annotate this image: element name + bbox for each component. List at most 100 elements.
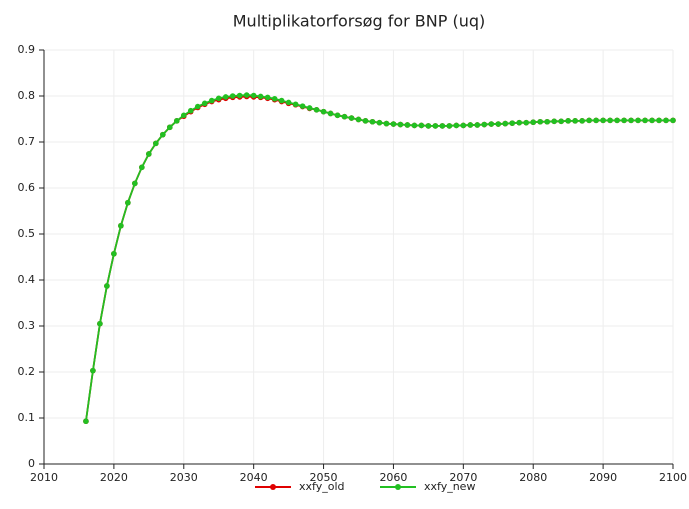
point xyxy=(446,123,453,129)
point xyxy=(628,117,634,124)
y-tick-label: 0.6 xyxy=(18,181,36,194)
point xyxy=(341,113,348,120)
point xyxy=(579,118,585,124)
point xyxy=(139,164,145,171)
legend-marker xyxy=(395,484,401,490)
point xyxy=(502,120,509,127)
series-line xyxy=(85,95,673,422)
point xyxy=(201,100,208,107)
point xyxy=(572,118,578,124)
y-tick-label: 0.7 xyxy=(18,135,36,148)
y-tick-label: 0.4 xyxy=(18,273,36,286)
point xyxy=(355,116,362,123)
point xyxy=(551,118,557,125)
y-tick-label: 0.3 xyxy=(18,319,36,332)
point xyxy=(481,121,488,128)
point xyxy=(432,123,439,129)
legend-marker xyxy=(270,484,276,490)
point xyxy=(369,118,376,125)
point xyxy=(516,119,523,126)
point xyxy=(153,140,159,147)
point xyxy=(271,95,278,102)
point xyxy=(111,250,117,257)
y-tick-label: 0.2 xyxy=(18,365,36,378)
legend-label: xxfy_old xyxy=(299,480,344,493)
point xyxy=(439,123,446,129)
point xyxy=(593,117,599,124)
point xyxy=(243,92,250,98)
point xyxy=(146,151,152,157)
point xyxy=(425,123,432,129)
point xyxy=(418,122,425,129)
point xyxy=(530,119,537,126)
point xyxy=(229,93,236,99)
x-tick-label: 2090 xyxy=(589,471,617,484)
point xyxy=(104,283,110,289)
point xyxy=(523,119,530,126)
y-tick-label: 0.1 xyxy=(18,411,36,424)
point xyxy=(334,112,341,119)
x-tick-label: 2040 xyxy=(240,471,268,484)
x-tick-label: 2050 xyxy=(310,471,338,484)
point xyxy=(208,97,215,104)
point xyxy=(125,199,131,206)
point xyxy=(544,118,550,125)
point xyxy=(586,117,592,124)
point xyxy=(215,95,222,102)
point xyxy=(537,118,544,125)
point xyxy=(397,121,404,128)
point xyxy=(495,121,502,127)
point xyxy=(411,122,418,129)
point xyxy=(649,117,655,124)
point xyxy=(474,122,481,128)
point xyxy=(278,97,285,104)
point xyxy=(250,92,257,99)
x-tick-label: 2080 xyxy=(519,471,547,484)
point xyxy=(132,180,138,187)
x-tick-label: 2020 xyxy=(100,471,128,484)
point xyxy=(642,117,648,124)
point xyxy=(565,118,571,124)
point xyxy=(453,122,460,129)
point xyxy=(180,112,187,119)
point xyxy=(292,101,299,108)
chart-title: Multiplikatorforsøg for BNP (uq) xyxy=(233,12,486,31)
point xyxy=(320,108,327,115)
point xyxy=(97,320,103,327)
point xyxy=(509,120,516,126)
x-tick-label: 2070 xyxy=(449,471,477,484)
point xyxy=(663,117,669,124)
point xyxy=(306,105,313,111)
point xyxy=(118,222,124,229)
point xyxy=(460,122,467,129)
point xyxy=(614,117,620,124)
point xyxy=(187,107,194,114)
point xyxy=(404,122,411,128)
point xyxy=(90,367,96,374)
point xyxy=(376,119,383,126)
point xyxy=(160,131,166,138)
x-tick-label: 2100 xyxy=(659,471,687,484)
point xyxy=(558,118,564,125)
point xyxy=(362,118,369,124)
point xyxy=(467,122,474,128)
point xyxy=(236,92,243,99)
point xyxy=(621,117,627,124)
point xyxy=(222,94,229,100)
y-tick-label: 0.9 xyxy=(18,43,36,56)
y-tick-label: 0 xyxy=(28,457,35,470)
y-tick-label: 0.5 xyxy=(18,227,36,240)
y-tick-label: 0.8 xyxy=(18,89,36,102)
point xyxy=(600,117,606,124)
point xyxy=(390,121,397,127)
x-tick-label: 2030 xyxy=(170,471,198,484)
point xyxy=(285,99,292,106)
point xyxy=(670,117,676,124)
point xyxy=(257,93,264,100)
point xyxy=(348,115,355,121)
x-tick-label: 2060 xyxy=(379,471,407,484)
point xyxy=(194,103,201,110)
point xyxy=(299,103,306,109)
